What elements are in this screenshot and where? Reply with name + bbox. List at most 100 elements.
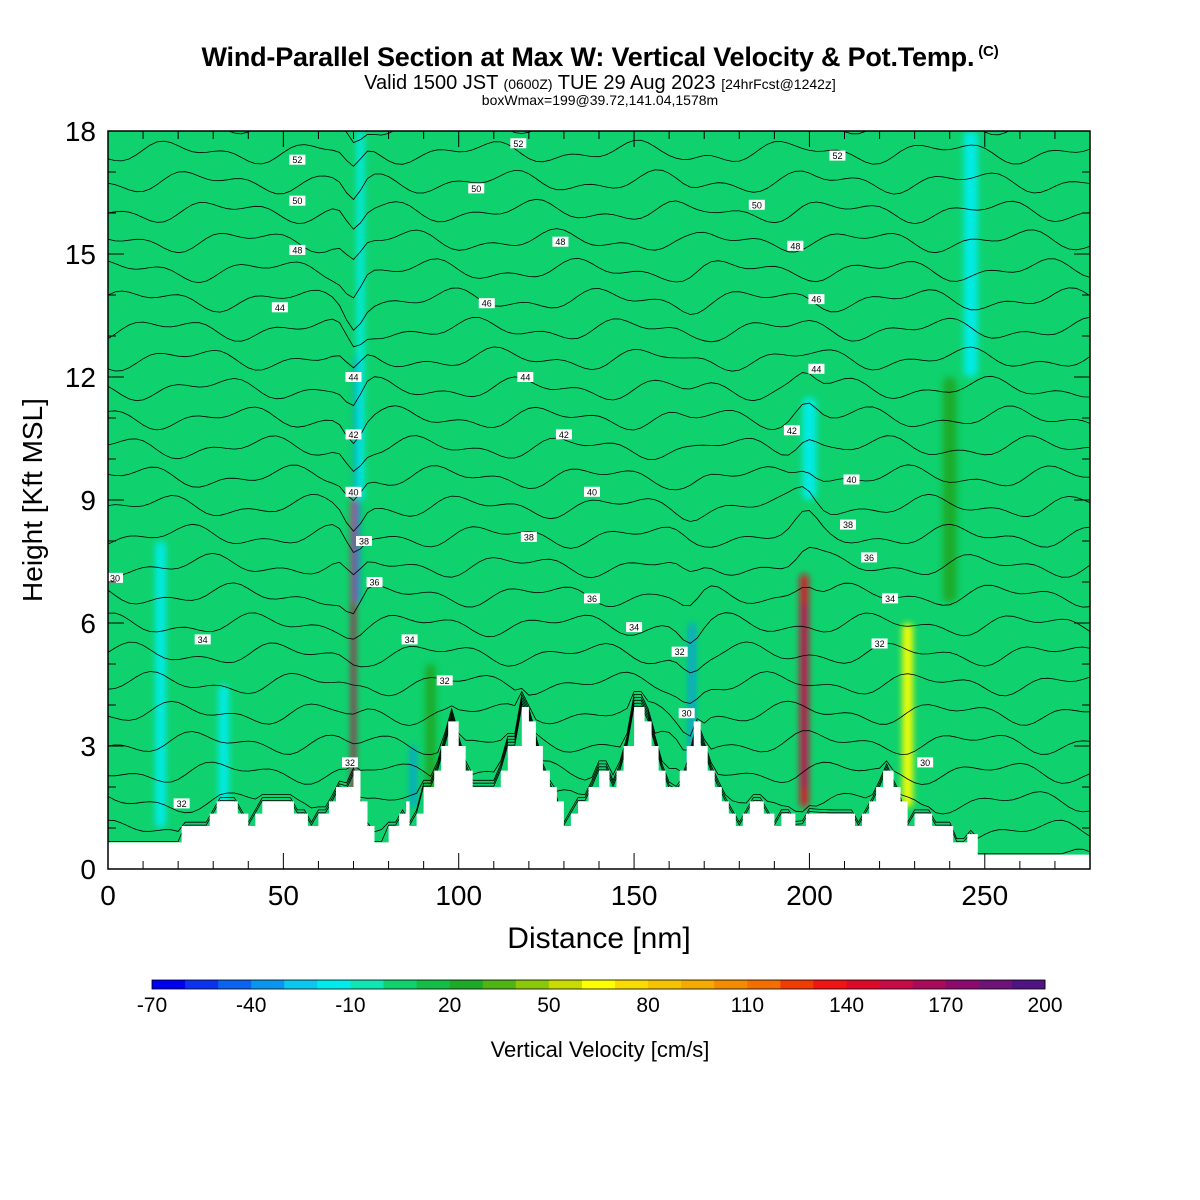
x-tick-labels: 0 50 100 150 200 250 (100, 880, 1008, 911)
isentrope-label: 50 (752, 200, 762, 210)
velocity-feature-weak_downdraft (357, 131, 365, 500)
isentrope-label: 40 (587, 487, 597, 497)
isentrope-label: 46 (811, 295, 821, 305)
colorbar-tick-label: 50 (537, 994, 560, 1017)
isentrope-line (108, 228, 1090, 261)
isentrope-label: 44 (348, 373, 358, 383)
isentrope-line (108, 139, 1090, 167)
isentrope-label-bg (843, 474, 860, 485)
terrain (108, 707, 1090, 869)
isentrope-line (108, 702, 1090, 839)
y-tick-label: 0 (80, 854, 96, 885)
colorbar-swatch (152, 980, 186, 989)
colorbar-swatch (350, 980, 385, 989)
isentrope-label: 40 (847, 475, 857, 485)
isentrope-label: 32 (345, 758, 355, 768)
valid-date: TUE 29 Aug 2023 (557, 72, 716, 94)
isentrope-label: 42 (787, 426, 797, 436)
colorbar-swatch (383, 980, 418, 989)
isentrope-label: 44 (811, 364, 821, 374)
isentrope-label-bg (626, 622, 643, 633)
colorbar-swatch (714, 980, 748, 989)
colorbar-swatch (284, 980, 318, 989)
isentrope-label: 50 (471, 184, 481, 194)
isentrope-label-bg (882, 593, 899, 604)
box-info: boxWmax=199@39.72,141.04,1578m (481, 92, 719, 108)
isentrope-line (108, 169, 1090, 201)
velocity-feature-weak_downdraft (155, 541, 166, 828)
colorbar-tick-label: -40 (236, 994, 266, 1017)
isentrope-label: 34 (629, 623, 639, 633)
colorbar-swatch (846, 980, 881, 989)
isentrope-line (108, 464, 1090, 502)
isentrope-label: 34 (405, 635, 415, 645)
colorbar (151, 979, 1046, 990)
isentrope-line (108, 693, 1090, 756)
velocity-feature-weak_downdraft (802, 397, 817, 500)
colorbar-swatch (317, 980, 351, 989)
velocity-feature-weak_downdraft (963, 131, 978, 377)
isentrope-label: 38 (359, 537, 369, 547)
isentrope-label-bg (468, 183, 485, 194)
colorbar-swatch (681, 980, 715, 989)
isentrope-line (108, 696, 1090, 785)
x-tick-label: 200 (786, 880, 833, 911)
isentrope-label-bg (787, 240, 804, 251)
isentrope-label-bg (583, 486, 600, 497)
colorbar-swatch (482, 980, 517, 989)
isentrope-label: 30 (110, 573, 120, 583)
isentrope-label-bg (678, 708, 695, 719)
isentrope-label: 44 (520, 373, 530, 383)
x-tick-label: 250 (961, 880, 1008, 911)
colorbar-tick-label: 140 (829, 994, 864, 1017)
isentrope-label: 30 (920, 758, 930, 768)
x-tick-label: 100 (435, 880, 482, 911)
isentrope-label: 42 (559, 430, 569, 440)
isentrope-label: 40 (348, 487, 358, 497)
isentrope-line (108, 641, 1090, 674)
velocity-feature-weak_updraft (942, 377, 957, 603)
colorbar-tick-label: -70 (137, 994, 167, 1017)
isentrope-label: 32 (440, 676, 450, 686)
isentrope-line (108, 402, 1090, 445)
colorbar-swatch (185, 980, 219, 989)
isentrope-label: 36 (587, 594, 597, 604)
isentrope-label: 48 (790, 241, 800, 251)
isentrope-label-bg (520, 531, 537, 542)
chart-title: Wind-Parallel Section at Max W: Vertical… (0, 42, 1200, 73)
colorbar-swatch (449, 980, 484, 989)
colorbar-tick-label: 110 (731, 994, 764, 1017)
x-axis-label: Distance [nm] (507, 922, 690, 955)
isentrope-label: 52 (292, 155, 302, 165)
isentrope-label: 46 (482, 299, 492, 309)
isentrope-label: 38 (843, 520, 853, 530)
y-tick-label: 9 (80, 485, 96, 516)
colorbar-swatch (945, 980, 980, 989)
colorbar-swatch (978, 980, 1013, 989)
isentrope-label-bg (517, 372, 534, 382)
isentrope-label-bg (401, 634, 418, 645)
isentrope-line (108, 346, 1090, 372)
colorbar-tick-label: 20 (438, 994, 461, 1017)
isentrope-line (108, 198, 1090, 230)
x-tick-label: 0 (100, 880, 116, 911)
isentrope-label-bg (552, 236, 569, 247)
isentrope-label: 36 (864, 553, 874, 563)
isentrope-label-bg (345, 486, 362, 497)
colorbar-swatch (813, 980, 848, 989)
colorbar-tick-label: 80 (636, 994, 659, 1017)
y-tick-label: 6 (80, 608, 96, 639)
colorbar-swatch (416, 980, 451, 989)
isentrope-label-bg (840, 519, 857, 530)
colorbar-swatch (780, 980, 814, 989)
isentrope-label-bg (289, 154, 306, 165)
updraft-core (352, 530, 355, 788)
isentrope-line (108, 257, 1090, 299)
isentrope-label-bg (748, 199, 765, 210)
isentrope-label-bg (194, 634, 211, 645)
isentrope-label-bg (356, 536, 373, 546)
colorbar-swatch (615, 980, 649, 989)
isentrope-label-bg (271, 302, 288, 313)
isentrope-label-bg (289, 244, 306, 255)
